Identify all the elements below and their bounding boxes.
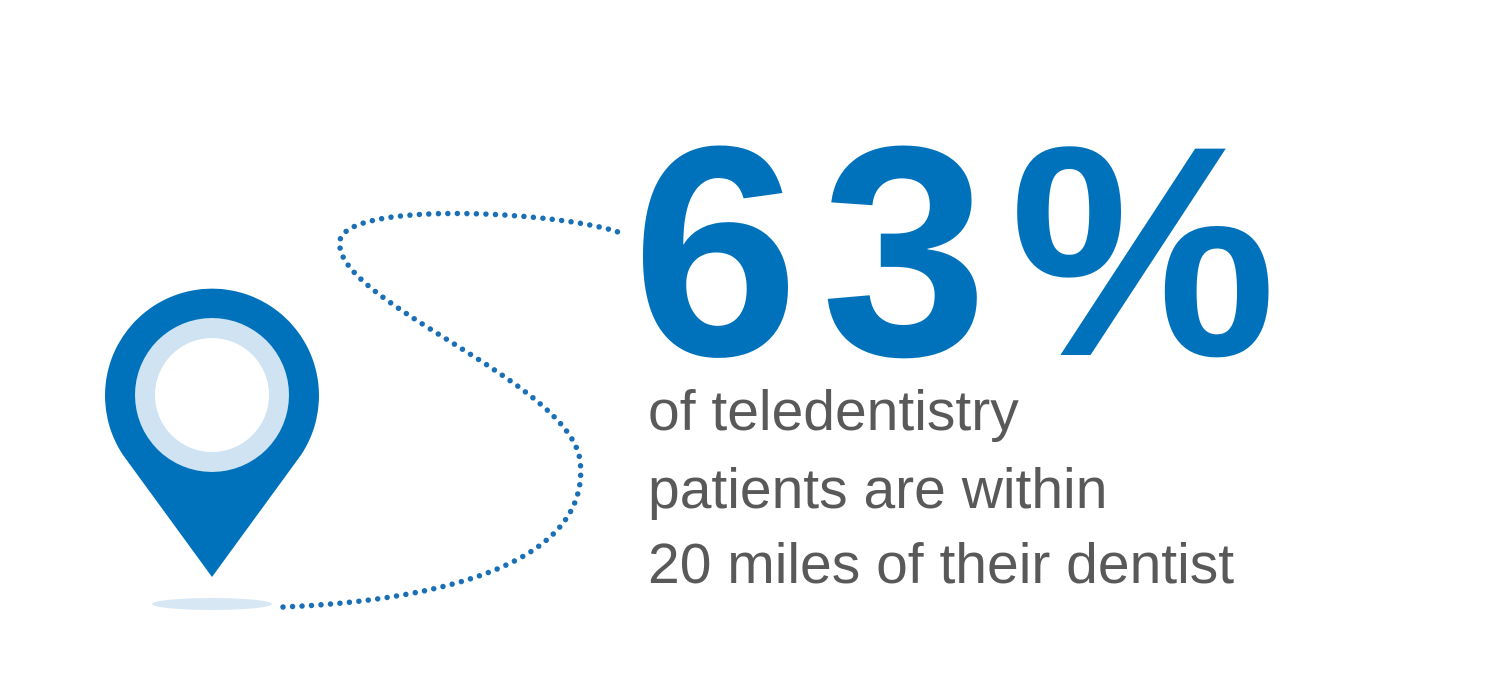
description-line: patients are within <box>648 457 1107 521</box>
description-line: of teledentistry <box>648 379 1019 443</box>
pin-center <box>155 338 269 452</box>
headline-stat: 63% <box>632 83 1298 419</box>
pin-shadow <box>152 598 272 610</box>
description-line: 20 miles of their dentist <box>648 532 1234 596</box>
dotted-route <box>280 210 621 610</box>
